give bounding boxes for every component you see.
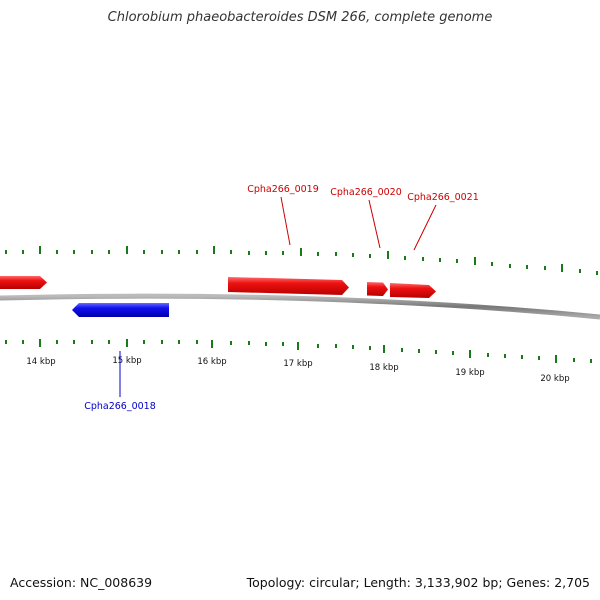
kbp-label-18: 18 kbp [369,363,398,373]
gene-arrow-cpha266-0018[interactable] [72,303,169,317]
gene-arrow-cpha266-0021[interactable] [390,283,436,298]
kbp-label-16: 16 kbp [197,357,226,367]
gene-label-cpha266-0021[interactable]: Cpha266_0021 [407,192,479,203]
gene-labels: Cpha266_0019 Cpha266_0020 Cpha266_0021 C… [84,184,479,412]
kbp-label-14: 14 kbp [26,357,55,367]
inner-ticks [5,339,592,363]
gene-arrow-offscreen[interactable] [0,276,47,289]
gene-arrow-cpha266-0019[interactable] [228,277,349,295]
leader-lines [119,196,437,397]
map-title: Chlorobium phaeobacteroides DSM 266, com… [107,10,493,25]
gene-label-cpha266-0018[interactable]: Cpha266_0018 [84,401,156,412]
gene-label-cpha266-0019[interactable]: Cpha266_0019 [247,184,319,195]
gene-arrow-cpha266-0020[interactable] [367,282,388,296]
forward-genes [0,276,436,298]
genome-stats-text: Topology: circular; Length: 3,133,902 bp… [246,575,590,590]
kbp-label-17: 17 kbp [283,359,312,369]
leader-line-cpha266-0020 [368,199,381,249]
kbp-labels: 14 kbp 15 kbp 16 kbp 17 kbp 18 kbp 19 kb… [26,356,569,384]
outer-ticks [5,246,598,275]
leader-line-cpha266-0021 [413,204,437,251]
kbp-label-19: 19 kbp [455,368,484,378]
genome-backbone [0,293,600,320]
kbp-label-20: 20 kbp [540,374,569,384]
leader-line-cpha266-0019 [280,196,291,246]
accession-text: Accession: NC_008639 [10,575,153,590]
kbp-label-15: 15 kbp [112,356,141,366]
gene-label-cpha266-0020[interactable]: Cpha266_0020 [330,187,402,198]
